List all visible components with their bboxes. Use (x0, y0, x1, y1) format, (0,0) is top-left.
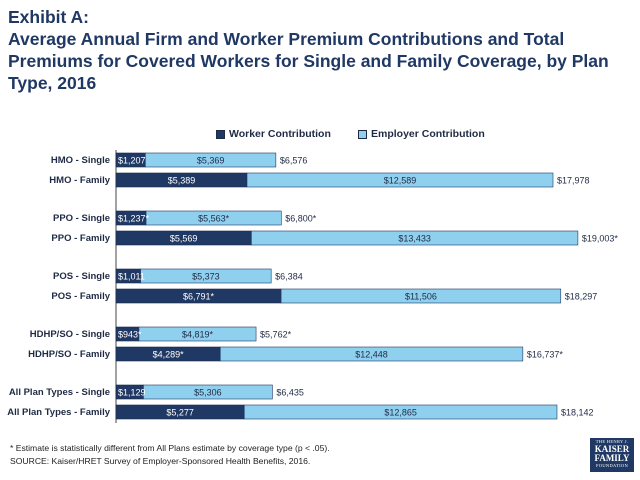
logo-line-1: THE HENRY J. (595, 439, 629, 444)
bar-employer (140, 268, 272, 284)
data-label-worker: $5,277 (166, 408, 194, 418)
bar-employer (138, 326, 257, 342)
legend-item-worker: Worker Contribution (216, 128, 331, 140)
data-label-employer: $13,433 (398, 234, 431, 244)
chart-title: Average Annual Firm and Worker Premium C… (8, 29, 609, 93)
bar-chart: HMO - Single $1,207 $5,369 $6,576 HMO - Fami… (7, 150, 619, 423)
legend-swatch-employer (358, 129, 367, 139)
data-label-employer: $5,306 (194, 388, 222, 398)
bar-employer (251, 230, 579, 246)
data-label-total: $6,576 (280, 156, 308, 166)
data-label-worker: $4,289* (153, 350, 185, 360)
bar-employer (145, 210, 282, 226)
logo-line-4: FOUNDATION (596, 463, 628, 468)
data-label-worker: $5,569 (170, 234, 198, 244)
legend-label-worker: Worker Contribution (229, 128, 331, 140)
data-label-worker: $943* (118, 330, 142, 340)
bar-employer (246, 172, 554, 188)
data-label-worker: $1,237* (118, 214, 150, 224)
category-label: POS - Family (51, 291, 110, 302)
category-label: All Plan Types - Family (7, 407, 110, 418)
legend-item-employer: Employer Contribution (358, 128, 485, 140)
data-label-employer: $12,589 (384, 176, 417, 186)
data-label-total: $18,142 (561, 408, 594, 418)
legend-label-employer: Employer Contribution (371, 128, 485, 140)
bar-employer (243, 404, 558, 420)
category-label: HDHP/SO - Family (28, 349, 111, 360)
data-label-worker: $1,011 (118, 272, 145, 282)
data-label-total: $6,435 (276, 388, 304, 398)
data-label-employer: $5,369 (197, 156, 225, 166)
data-label-total: $6,800* (285, 214, 317, 224)
exhibit-label: Exhibit A: (8, 7, 90, 27)
title-block: Exhibit A: Average Annual Firm and Worke… (8, 6, 632, 94)
data-label-employer: $11,506 (405, 292, 437, 302)
category-label: HMO - Family (49, 175, 110, 186)
data-label-worker: $6,791* (183, 292, 215, 302)
category-label: PPO - Single (53, 213, 110, 224)
data-label-employer: $12,448 (355, 350, 388, 360)
bar-employer (280, 288, 562, 304)
footnote-significance: * Estimate is statistically different fr… (10, 443, 330, 453)
data-label-total: $5,762* (260, 330, 292, 340)
data-label-total: $17,978 (557, 176, 590, 186)
bar-employer (219, 346, 524, 362)
data-label-employer: $5,563* (198, 214, 230, 224)
data-label-employer: $4,819* (182, 330, 214, 340)
category-label: HMO - Single (51, 155, 110, 166)
kff-logo: THE HENRY J. KAISER FAMILY FOUNDATION (590, 438, 634, 472)
data-label-total: $19,003* (582, 234, 619, 244)
data-label-employer: $5,373 (192, 272, 220, 282)
logo-line-2: KAISER (594, 444, 630, 454)
data-label-total: $16,737* (527, 350, 564, 360)
bar-employer (143, 384, 273, 400)
data-label-total: $18,297 (565, 292, 598, 302)
category-label: HDHP/SO - Single (30, 329, 110, 340)
bar-employer (145, 152, 277, 168)
footnote-source: SOURCE: Kaiser/HRET Survey of Employer-S… (10, 456, 311, 466)
legend-swatch-worker (216, 129, 225, 139)
data-label-employer: $12,865 (384, 408, 417, 418)
category-label: All Plan Types - Single (9, 387, 110, 398)
data-label-worker: $5,389 (168, 176, 196, 186)
category-label: POS - Single (53, 271, 110, 282)
data-label-worker: $1,207 (118, 156, 146, 166)
logo-line-3: FAMILY (594, 453, 630, 463)
category-label: PPO - Family (51, 233, 110, 244)
footnotes: * Estimate is statistically different fr… (10, 442, 330, 468)
data-label-total: $6,384 (275, 272, 303, 282)
data-label-worker: $1,129 (118, 388, 146, 398)
